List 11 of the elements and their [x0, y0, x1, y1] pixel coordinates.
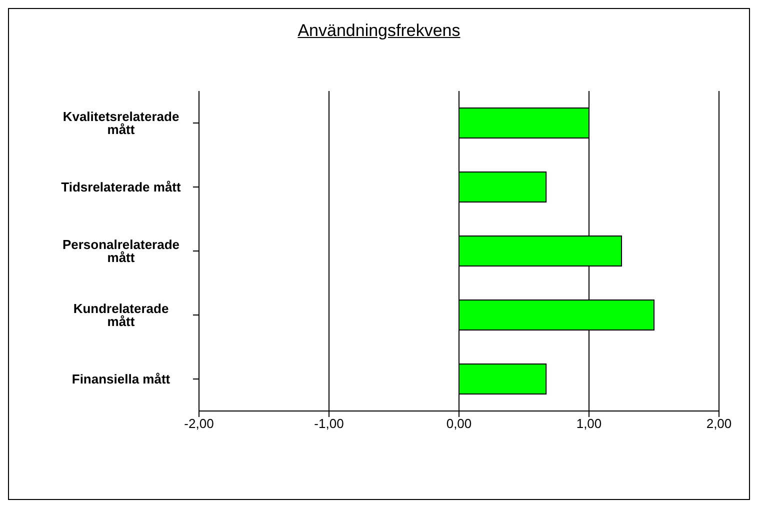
- y-tick-label: Finansiella mått: [72, 372, 171, 387]
- x-tick-label: -1,00: [314, 416, 344, 432]
- x-tick-label: 2,00: [706, 416, 732, 432]
- x-tick-label: -2,00: [184, 416, 214, 432]
- y-tick-label: Kvalitetsrelaterade mått: [62, 109, 180, 138]
- x-tick-label: 1,00: [576, 416, 602, 432]
- y-tick-label: Kundrelaterade mått: [73, 301, 169, 330]
- y-tick-label: Personalrelaterade mått: [62, 237, 180, 266]
- x-tick-label: 0,00: [446, 416, 472, 432]
- y-tick-label: Tidsrelaterade mått: [61, 180, 182, 195]
- chart-title: Användningsfrekvens: [296, 21, 462, 41]
